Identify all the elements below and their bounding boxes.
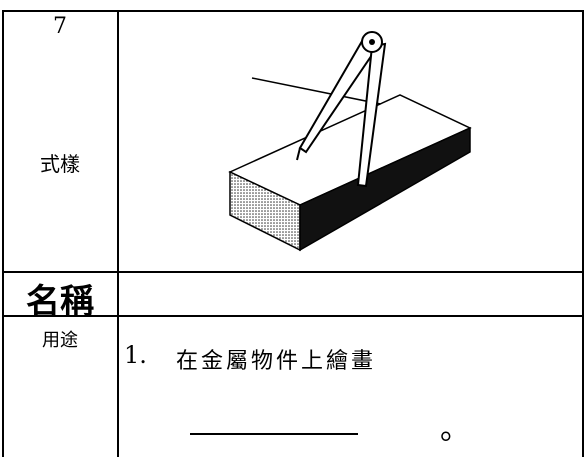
- usage-text: 在金屬物件上繪畫: [176, 349, 377, 374]
- column-line: [117, 10, 119, 457]
- row-line: [2, 271, 584, 273]
- row-line: [2, 315, 584, 317]
- blank-line: [190, 433, 358, 435]
- row-label: 式樣: [40, 152, 80, 176]
- list-number: 1.: [124, 341, 147, 369]
- table-border: [582, 10, 584, 457]
- period: 。: [440, 412, 470, 447]
- table-border: [2, 10, 584, 12]
- row-label: 用途: [42, 330, 78, 351]
- row-label: 名稱: [26, 282, 94, 322]
- item-number: 7: [53, 14, 67, 39]
- table-border: [2, 10, 4, 457]
